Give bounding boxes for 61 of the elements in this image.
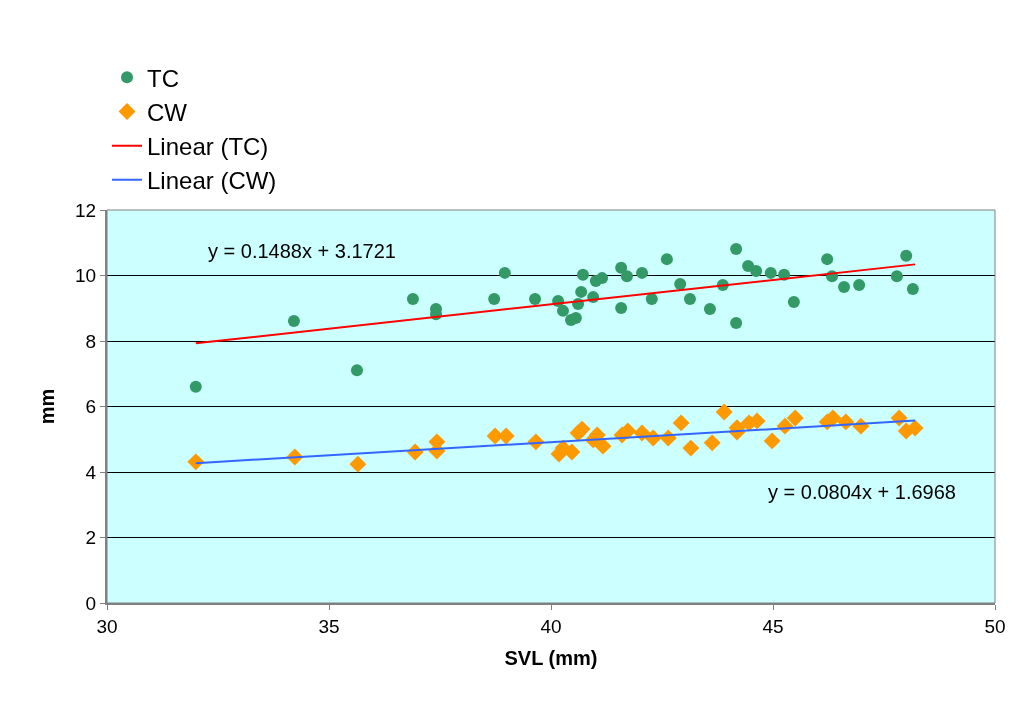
point	[615, 301, 628, 314]
legend-label: Linear (CW)	[147, 167, 277, 195]
point	[853, 279, 866, 291]
point	[189, 380, 202, 393]
point	[349, 455, 367, 473]
legend-label: CW	[147, 98, 188, 126]
point	[683, 293, 696, 306]
annotation: y = 0.0804x + 1.6968	[768, 481, 956, 503]
point	[764, 266, 777, 279]
y-tick-label: 0	[85, 592, 97, 614]
y-axis-title: mm	[36, 388, 59, 425]
point	[821, 253, 834, 266]
point	[786, 409, 804, 427]
x-axis-title: SVL (mm)	[504, 646, 598, 669]
y-tick-label: 12	[75, 199, 97, 221]
point	[594, 437, 612, 455]
point	[730, 242, 743, 255]
y-tick-label: 2	[85, 527, 97, 549]
point	[750, 264, 763, 277]
point	[620, 270, 633, 283]
point	[674, 278, 687, 290]
point	[703, 302, 716, 315]
legend-label: TC	[147, 64, 179, 92]
point	[838, 280, 851, 293]
x-tick-label: 50	[984, 615, 1006, 637]
point	[787, 296, 800, 309]
y-tick-label: 6	[85, 396, 97, 418]
point	[498, 266, 511, 279]
point	[645, 293, 658, 306]
point	[660, 253, 673, 266]
point	[615, 261, 628, 274]
annotation: y = 0.1488x + 3.1721	[208, 240, 396, 262]
point	[636, 266, 649, 279]
point	[406, 293, 419, 306]
point	[730, 316, 743, 329]
point	[672, 414, 690, 432]
point	[682, 439, 700, 457]
legend-label: Linear (TC)	[147, 133, 269, 160]
y-tick-label: 4	[85, 461, 97, 483]
point	[488, 293, 501, 306]
point	[763, 432, 781, 450]
point	[557, 304, 569, 317]
point	[900, 249, 913, 262]
point	[906, 282, 919, 295]
point	[596, 272, 609, 285]
point	[715, 403, 733, 421]
x-tick-label: 45	[762, 615, 784, 637]
point	[890, 270, 903, 283]
point	[573, 420, 591, 438]
point	[287, 315, 300, 328]
y-tick-label: 8	[85, 330, 97, 352]
point	[529, 293, 542, 306]
y-tick-label: 10	[75, 265, 97, 287]
point	[187, 453, 205, 471]
x-tick-label: 35	[318, 615, 340, 637]
x-tick-label: 40	[540, 615, 562, 637]
point	[576, 268, 589, 281]
point	[703, 434, 721, 452]
point	[350, 364, 363, 377]
point	[575, 285, 588, 298]
x-tick-label: 30	[96, 615, 118, 637]
